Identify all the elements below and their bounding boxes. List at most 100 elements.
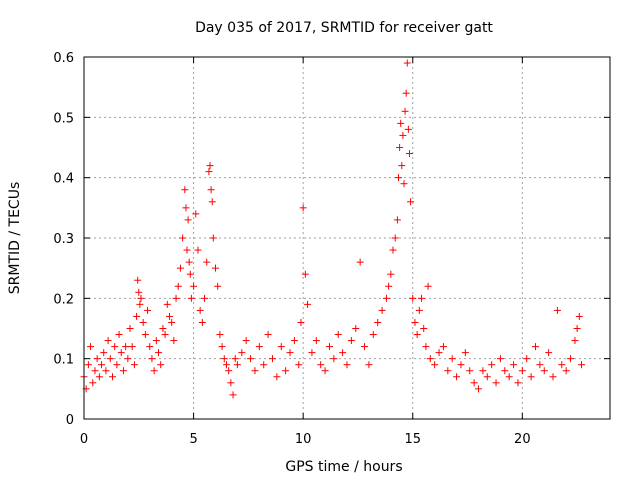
data-point: [352, 325, 360, 332]
data-point: [402, 89, 410, 97]
data-point: [567, 355, 575, 363]
data-point: [141, 331, 149, 339]
data-point: [488, 361, 496, 369]
data-point: [496, 355, 504, 363]
data-point: [139, 318, 147, 326]
data-point: [391, 234, 399, 242]
y-tick-label: 0.6: [53, 51, 74, 66]
data-point: [387, 270, 395, 278]
data-point: [218, 343, 226, 351]
data-point: [439, 343, 447, 351]
data-point: [409, 294, 417, 302]
data-point: [308, 349, 316, 357]
data-point: [420, 325, 428, 332]
data-point: [260, 361, 268, 369]
data-point: [426, 355, 434, 363]
data-point: [405, 150, 413, 158]
data-point: [475, 385, 482, 393]
data-point: [374, 318, 382, 326]
chart-title: Day 035 of 2017, SRMTID for receiver gat…: [195, 20, 493, 36]
data-point: [299, 204, 307, 212]
data-point: [527, 373, 535, 381]
data-point: [571, 337, 579, 345]
data-point: [170, 337, 178, 345]
data-point: [157, 361, 165, 369]
data-point: [415, 306, 423, 314]
data-point: [227, 379, 235, 387]
data-point: [400, 180, 408, 188]
data-point: [382, 294, 390, 302]
data-point: [126, 325, 134, 332]
data-point: [325, 343, 333, 351]
data-point: [159, 325, 167, 332]
data-point: [174, 282, 182, 290]
y-tick-label: 0.1: [53, 353, 74, 368]
data-point: [295, 361, 303, 369]
data-point: [242, 337, 250, 345]
data-point: [172, 294, 180, 302]
data-point: [505, 373, 513, 381]
data-point: [148, 355, 156, 363]
data-point: [395, 174, 403, 182]
data-point: [113, 361, 121, 369]
data-point: [282, 367, 290, 375]
data-point: [247, 355, 255, 363]
data-point: [401, 107, 409, 115]
data-point: [453, 373, 461, 381]
data-point: [457, 361, 465, 369]
data-point: [108, 373, 116, 381]
data-point: [334, 331, 342, 339]
data-point: [181, 186, 189, 194]
data-point: [369, 331, 377, 339]
data-point: [216, 331, 224, 339]
data-point: [407, 198, 415, 206]
data-point: [119, 367, 127, 375]
data-point: [321, 367, 329, 375]
data-point: [206, 162, 214, 170]
data-point: [222, 361, 230, 369]
data-point: [518, 367, 526, 375]
data-point: [133, 312, 141, 320]
data-point: [196, 306, 204, 314]
data-point: [225, 367, 233, 375]
data-point: [214, 282, 222, 290]
x-tick-label: 0: [80, 432, 88, 447]
y-tick-label: 0.3: [53, 232, 74, 247]
data-point: [100, 349, 108, 357]
data-point: [531, 343, 539, 351]
data-point: [190, 282, 198, 290]
data-point: [389, 246, 397, 254]
grid-lines: [84, 57, 610, 419]
data-point: [356, 258, 364, 266]
data-point: [301, 270, 309, 278]
data-point: [398, 162, 406, 170]
data-point: [89, 379, 97, 387]
data-point: [347, 337, 355, 345]
data-point: [424, 282, 432, 290]
data-point: [492, 379, 500, 387]
data-point: [466, 367, 474, 375]
data-point: [192, 210, 200, 218]
x-tick-label: 5: [189, 432, 197, 447]
data-point: [396, 144, 404, 151]
data-point: [277, 343, 285, 351]
data-point: [111, 343, 119, 351]
data-point: [91, 367, 99, 375]
data-point: [163, 300, 171, 308]
data-point: [461, 349, 469, 357]
data-point: [205, 168, 213, 176]
data-point: [207, 186, 215, 194]
data-point: [150, 367, 158, 375]
data-point: [578, 361, 586, 369]
data-point: [137, 294, 145, 302]
data-point: [418, 294, 426, 302]
data-point: [93, 355, 101, 363]
data-point: [510, 361, 518, 369]
data-point: [540, 367, 548, 375]
data-point: [393, 216, 401, 224]
y-tick-label: 0.5: [53, 111, 74, 126]
data-point: [122, 343, 130, 351]
data-point: [229, 391, 237, 399]
data-point: [87, 343, 95, 351]
data-point: [179, 234, 187, 242]
